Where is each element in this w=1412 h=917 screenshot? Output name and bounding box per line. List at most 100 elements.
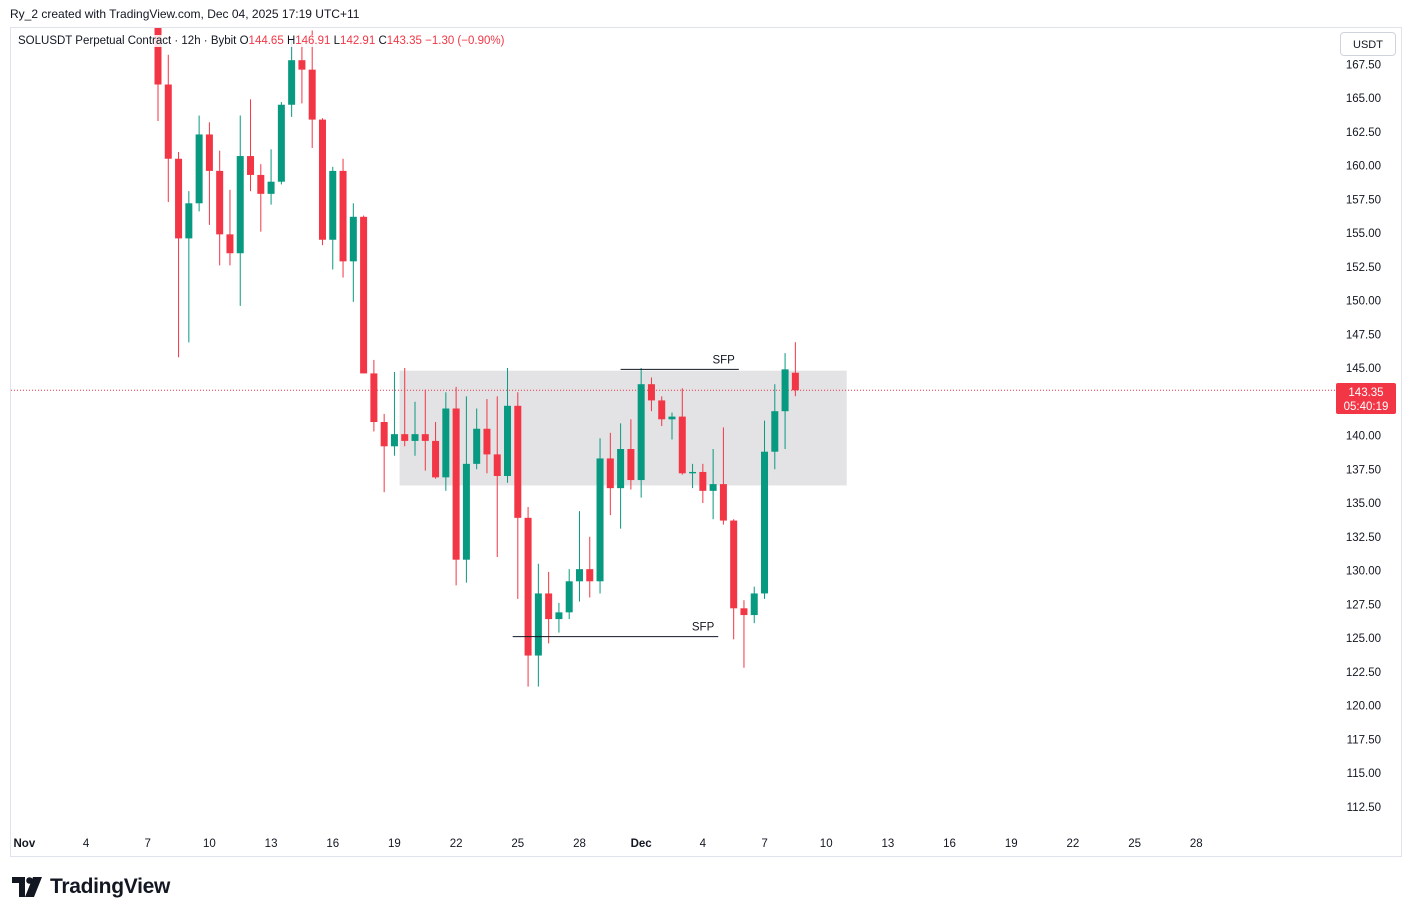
candle-body xyxy=(750,593,758,616)
tradingview-logo-text: TradingView xyxy=(50,875,171,898)
time-axis-tick: 25 xyxy=(511,838,524,850)
candle[interactable] xyxy=(154,10,162,121)
candle-body xyxy=(267,181,275,194)
tradingview-logo[interactable]: TradingView xyxy=(12,875,170,899)
candle[interactable] xyxy=(401,368,409,447)
candle-body xyxy=(617,449,625,489)
candle[interactable] xyxy=(390,372,398,456)
candle[interactable] xyxy=(617,423,625,529)
candle[interactable] xyxy=(339,158,347,278)
candle-body xyxy=(473,428,481,464)
low-label: L xyxy=(333,35,341,47)
candle[interactable] xyxy=(791,342,799,397)
candle[interactable] xyxy=(555,602,563,633)
candle[interactable] xyxy=(277,102,285,185)
candle[interactable] xyxy=(452,386,460,586)
candle-body xyxy=(586,569,594,582)
candle[interactable] xyxy=(514,392,522,599)
candle[interactable] xyxy=(647,377,655,412)
candle[interactable] xyxy=(689,463,697,489)
price-axis-tick: 135.00 xyxy=(1346,498,1381,510)
candle-body xyxy=(524,517,532,656)
candle-body xyxy=(277,104,285,182)
candle[interactable] xyxy=(781,353,789,449)
candle[interactable] xyxy=(195,115,203,212)
candle[interactable] xyxy=(699,463,707,503)
price-axis-tick: 137.50 xyxy=(1346,464,1381,476)
candle[interactable] xyxy=(236,115,244,306)
candle[interactable] xyxy=(473,408,481,470)
candle-body xyxy=(462,463,470,560)
price-axis-tick: 152.50 xyxy=(1346,262,1381,274)
candle[interactable] xyxy=(288,38,296,117)
price-axis-tick: 127.50 xyxy=(1346,599,1381,611)
price-axis-tick: 147.50 xyxy=(1346,329,1381,341)
symbol-name: SOLUSDT Perpetual Contract · 12h · Bybit xyxy=(18,35,237,47)
candle[interactable] xyxy=(247,99,255,192)
candle-body xyxy=(606,458,614,489)
candle-body xyxy=(483,428,491,455)
candle[interactable] xyxy=(534,563,542,687)
candle[interactable] xyxy=(565,569,573,620)
candle[interactable] xyxy=(329,166,337,270)
candle[interactable] xyxy=(164,54,172,202)
candle-body xyxy=(318,119,326,240)
candle[interactable] xyxy=(185,191,193,343)
bar-countdown: 05:40:19 xyxy=(1344,401,1389,413)
candle[interactable] xyxy=(719,427,727,525)
candle[interactable] xyxy=(411,401,419,456)
candle[interactable] xyxy=(771,384,779,470)
candle[interactable] xyxy=(432,422,440,479)
candle[interactable] xyxy=(709,449,717,520)
candle[interactable] xyxy=(267,149,275,205)
candle[interactable] xyxy=(205,122,213,225)
candle-body xyxy=(771,411,779,452)
candle[interactable] xyxy=(216,150,224,266)
candle[interactable] xyxy=(504,368,512,483)
candle[interactable] xyxy=(462,396,470,583)
candle[interactable] xyxy=(318,118,326,246)
candle[interactable] xyxy=(257,164,265,232)
candle[interactable] xyxy=(524,507,532,687)
candle-body xyxy=(555,612,563,620)
price-axis-tick: 150.00 xyxy=(1346,296,1381,308)
candle[interactable] xyxy=(349,203,357,302)
candle[interactable] xyxy=(442,392,450,491)
candle-body xyxy=(298,60,306,70)
candle[interactable] xyxy=(421,389,429,471)
candle-body xyxy=(442,408,450,478)
candle[interactable] xyxy=(545,571,553,644)
candle-body xyxy=(565,581,573,613)
currency-button[interactable]: USDT xyxy=(1340,32,1396,56)
candle[interactable] xyxy=(575,511,583,602)
candle[interactable] xyxy=(380,413,388,493)
candle[interactable] xyxy=(298,38,306,104)
candle[interactable] xyxy=(226,189,234,266)
candle[interactable] xyxy=(658,396,666,427)
candle[interactable] xyxy=(360,215,368,374)
candle[interactable] xyxy=(750,586,758,624)
candle[interactable] xyxy=(761,420,769,599)
candle[interactable] xyxy=(668,412,676,440)
close-value: 143.35 xyxy=(386,35,422,47)
candle-body xyxy=(257,174,265,194)
candle[interactable] xyxy=(730,519,738,640)
candle[interactable] xyxy=(493,396,501,557)
candle[interactable] xyxy=(483,399,491,474)
candle[interactable] xyxy=(637,368,645,498)
candle[interactable] xyxy=(370,359,378,432)
candle-body xyxy=(308,69,316,120)
candle[interactable] xyxy=(740,600,748,668)
candle[interactable] xyxy=(175,152,183,358)
candle[interactable] xyxy=(596,438,604,594)
candle[interactable] xyxy=(627,419,635,490)
candle[interactable] xyxy=(606,432,614,516)
time-axis-tick: Nov xyxy=(13,838,35,850)
tradingview-logo-icon xyxy=(12,877,42,897)
candle-body xyxy=(658,400,666,420)
candle[interactable] xyxy=(678,388,686,475)
candle[interactable] xyxy=(586,536,594,598)
candle-body xyxy=(668,416,676,420)
candle[interactable] xyxy=(308,30,316,148)
